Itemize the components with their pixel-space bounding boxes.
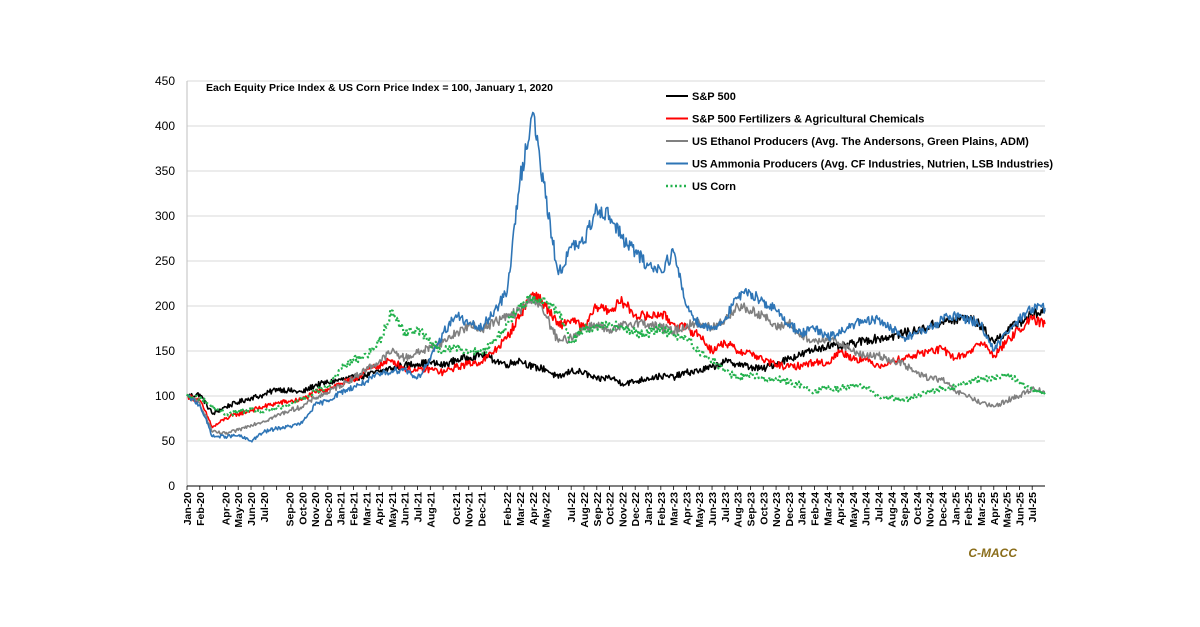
x-tick-label: Feb-23 [656,492,668,526]
credit-label: C-MACC [968,546,1017,560]
x-tick-label: Jan-21 [336,492,348,525]
x-tick-label: Jun-24 [861,492,873,526]
y-tick-label: 100 [155,389,175,403]
x-tick-label: Apr-22 [528,492,540,525]
x-tick-label: Nov-23 [771,492,783,527]
legend-label: US Ammonia Producers (Avg. CF Industries… [692,159,1053,171]
x-tick-label: Mar-22 [515,492,527,526]
legend-label: US Ethanol Producers (Avg. The Andersons… [692,136,1029,148]
x-tick-label: Sep-22 [592,492,604,527]
x-tick-label: May-22 [541,492,553,528]
x-tick-label: Oct-21 [451,492,463,525]
x-tick-label: Aug-23 [733,492,745,528]
x-tick-label: Feb-20 [195,492,207,526]
x-tick-label: Aug-24 [886,492,898,528]
x-tick-label: Apr-21 [374,492,386,525]
x-tick-label: Apr-24 [835,492,847,525]
x-tick-label: Feb-22 [502,492,514,526]
x-tick-label: Mar-23 [669,492,681,526]
y-tick-label: 50 [162,434,176,448]
x-tick-label: Jun-25 [1014,492,1026,526]
y-tick-label: 450 [155,74,175,88]
x-tick-label: Apr-25 [989,492,1001,525]
x-tick-label: Aug-21 [425,492,437,528]
x-tick-label: Dec-20 [323,492,335,527]
series-line-us-ethanol-producers-avg-the-andersons-green-plains-adm [186,294,1046,435]
x-tick-label: Jul-21 [413,492,425,523]
legend: S&P 500 S&P 500 Fertilizers & Agricultura… [666,91,1053,193]
x-tick-label: Feb-21 [348,492,360,526]
x-tick-label: Dec-23 [784,492,796,527]
y-tick-label: 300 [155,209,175,223]
legend-label: US Corn [692,181,736,193]
x-tick-label: Feb-24 [809,492,821,526]
x-tick-label: Jul-25 [1027,492,1039,523]
x-tick-label: Jul-23 [720,492,732,523]
x-tick-label: Nov-22 [617,492,629,527]
series-line-us-corn [186,293,1046,417]
x-tick-label: May-23 [694,492,706,528]
x-tick-label: Nov-21 [464,492,476,527]
x-tick-label: Apr-20 [220,492,232,525]
chart-subtitle: Each Equity Price Index & US Corn Price … [206,82,553,94]
x-tick-label: May-20 [233,492,245,528]
x-tick-label: May-24 [848,492,860,528]
x-tick-label: Dec-21 [477,492,489,527]
x-tick-label: Feb-25 [963,492,975,526]
x-tick-label: Sep-23 [745,492,757,527]
x-tick-label: Jun-20 [246,492,258,526]
x-tick-label: Jul-24 [874,492,886,523]
x-tick-label: Mar-24 [822,492,834,526]
x-tick-label: Dec-22 [630,492,642,527]
x-tick-label: Jul-20 [259,492,271,523]
axes: 0 50 100 150 200 250 300 350 400 450 Jan-20 Feb-20 A… [155,74,1045,528]
y-tick-label: 350 [155,164,175,178]
y-tick-label: 150 [155,344,175,358]
x-tick-label: Jan-23 [643,492,655,525]
x-tick-label: Apr-23 [681,492,693,525]
series-line-us-ammonia-producers-avg-cf-industries-nutrien-lsb-industries [186,111,1046,443]
x-tick-label: Oct-20 [297,492,309,525]
x-tick-label: Oct-23 [758,492,770,525]
gridlines [187,80,1045,442]
y-tick-label: 250 [155,254,175,268]
series-line-s-p-500 [186,306,1046,416]
y-tick-label: 400 [155,119,175,133]
x-tick-label: Oct-24 [912,492,924,525]
x-tick-label: Jul-22 [566,492,578,523]
legend-label: S&P 500 [692,91,736,103]
legend-label: S&P 500 Fertilizers & Agricultural Chemi… [692,114,924,126]
x-tick-label: Jun-23 [707,492,719,526]
x-tick-label: Mar-25 [976,492,988,526]
x-tick-label: May-25 [1002,492,1014,528]
x-tick-label: Nov-20 [310,492,322,527]
x-tick-label: Nov-24 [925,492,937,527]
x-tick-label: Jan-25 [950,492,962,525]
x-tick-label: Sep-24 [899,492,911,527]
x-tick-label: Jan-20 [182,492,194,525]
x-tick-label: Aug-22 [579,492,591,528]
x-tick-label: Oct-22 [605,492,617,525]
x-tick-label: May-21 [387,492,399,528]
y-tick-label: 200 [155,299,175,313]
x-tick-label: Sep-20 [284,492,296,527]
x-tick-label: Jun-21 [400,492,412,526]
x-tick-label: Jan-24 [797,492,809,525]
y-tick-label: 0 [168,479,175,493]
series-lines [186,111,1046,443]
x-tick-label: Mar-21 [361,492,373,526]
x-tick-label: Dec-24 [938,492,950,527]
